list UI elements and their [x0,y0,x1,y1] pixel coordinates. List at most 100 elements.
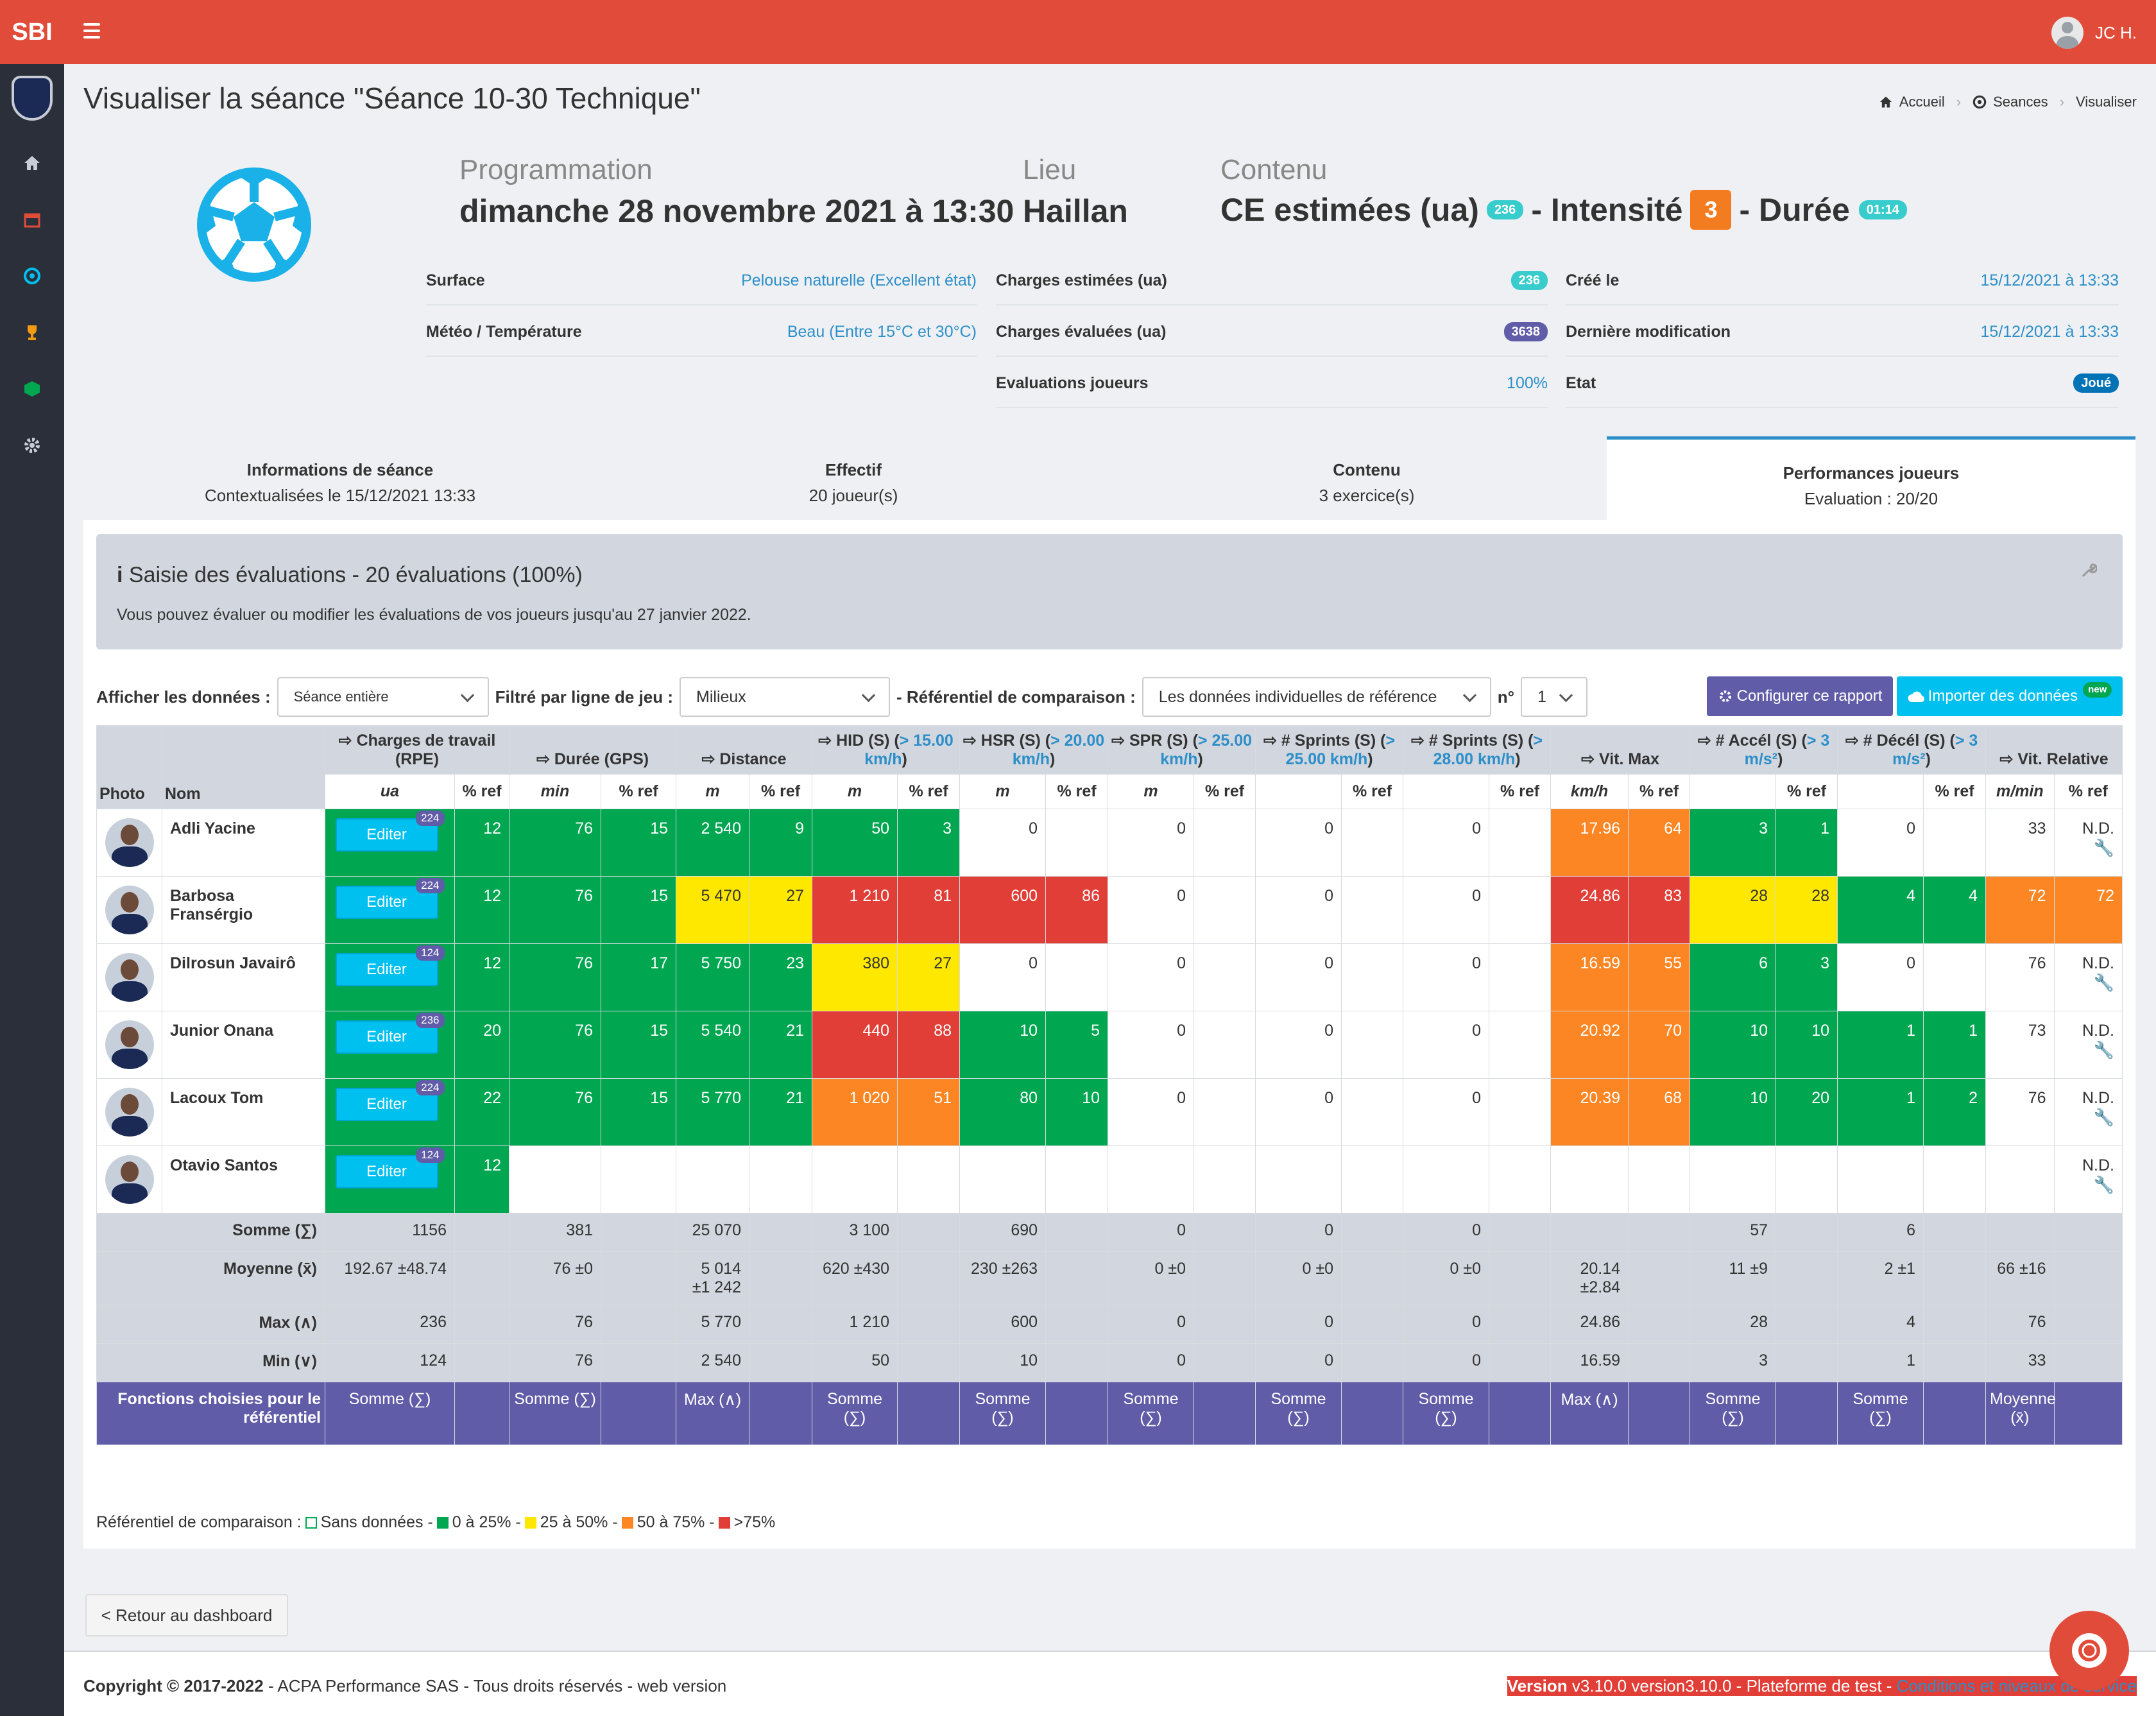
performances-panel: i Saisie des évaluations - 20 évaluation… [83,520,2135,1549]
sign-in-icon: ⇨ [701,750,720,768]
column-group-header[interactable]: ⇨ Distance [676,725,813,775]
user-menu[interactable]: JC H. [2051,17,2137,49]
info-alert: i Saisie des évaluations - 20 évaluation… [96,534,2123,649]
meteo-value[interactable]: Beau (Entre 15°C et 30°C) [787,322,977,341]
sign-in-icon: ⇨ [338,732,357,750]
wrench-icon[interactable]: 🔧 [2093,838,2114,857]
column-group-header[interactable]: ⇨ # Accél (S) (> 3 m/s²) [1690,725,1838,775]
function-select[interactable]: Max (∧) [676,1382,750,1445]
menu-toggle-icon[interactable] [83,23,100,40]
edit-label: Editer [366,1095,407,1113]
column-group-header[interactable]: ⇨ SPR (S) (> 25.00 km/h) [1108,725,1256,775]
function-select[interactable]: Somme (∑) [812,1382,898,1445]
function-select[interactable]: Moyenne (x̄) [1985,1382,2056,1445]
breadcrumb-separator: › [1956,94,1962,110]
function-select[interactable]: Somme (∑) [1690,1382,1777,1445]
data-cell: 600 [959,876,1047,944]
function-select[interactable]: Max (∧) [1550,1382,1629,1445]
stats-empty [601,1305,677,1344]
tab-effectif[interactable]: Effectif 20 joueur(s) [597,436,1110,520]
function-select[interactable]: Somme (∑) [1108,1382,1195,1445]
stats-value: 5 770 [676,1305,750,1344]
afficher-select[interactable]: Séance entière [277,677,489,717]
legend-text: 50 à 75% - [637,1513,715,1531]
wrench-icon[interactable]: 🔧 [2093,1040,2114,1060]
column-group-end: ) [1050,750,1056,768]
stats-empty [1489,1343,1552,1382]
stats-empty [1341,1343,1404,1382]
column-group-header[interactable]: ⇨ # Sprints (S) (> 25.00 km/h) [1255,725,1404,775]
edit-button[interactable]: Editer 224 [335,811,445,852]
edit-button[interactable]: Editer 224 [335,1080,445,1121]
function-select[interactable]: Somme (∑) [959,1382,1047,1445]
pct-ref-header: % ref [897,774,961,809]
wrench-icon[interactable] [2080,562,2097,579]
tab-performances[interactable]: Performances joueurs Evaluation : 20/20 [1607,436,2135,520]
tab-informations[interactable]: Informations de séance Contextualisées le… [83,436,597,520]
unit-header: m [959,774,1047,809]
sidebar-item-settings[interactable] [0,420,64,471]
app-logo[interactable]: SBI [0,0,64,64]
referentiel-select[interactable]: Les données individuelles de référence [1142,677,1491,717]
column-group-header[interactable]: ⇨ Charges de travail (RPE) [324,725,510,775]
help-button[interactable] [2049,1611,2129,1690]
edit-button[interactable]: Editer 236 [335,1013,445,1054]
tab-contenu[interactable]: Contenu 3 exercice(s) [1110,436,1623,520]
column-group-header[interactable]: ⇨ Vit. Max [1550,725,1691,775]
calendar-icon [24,213,40,228]
column-group-header[interactable]: ⇨ # Sprints (S) (> 28.00 km/h) [1403,725,1552,775]
data-cell: 10 [1690,1011,1777,1079]
sidebar-item-sessions[interactable] [0,250,64,302]
column-group-header[interactable]: ⇨ Durée (GPS) [509,725,677,775]
wrench-icon[interactable]: 🔧 [2093,1175,2114,1194]
function-select[interactable]: Somme (∑) [1255,1382,1342,1445]
edit-button[interactable]: Editer 224 [335,878,445,919]
column-group-header[interactable]: ⇨ Vit. Relative [1985,725,2123,775]
data-cell: 0 [1403,1011,1490,1079]
sidebar-item-exercises[interactable] [0,363,64,415]
pct-ref-header: % ref [1045,774,1109,809]
edit-button[interactable]: Editer 124 [335,1147,445,1188]
stats-empty [601,1343,677,1382]
surface-value[interactable]: Pelouse naturelle (Excellent état) [741,271,977,289]
function-select[interactable]: Somme (∑) [325,1382,455,1445]
table-row: Barbosa Fransérgio Editer 224 12 76 15 5 470 27… [96,876,2123,944]
player-name[interactable]: Junior Onana [162,1011,325,1079]
wrench-icon[interactable]: 🔧 [2093,1108,2114,1127]
name-header[interactable]: Nom [162,725,325,809]
player-name[interactable]: Barbosa Fransérgio [162,876,325,944]
stats-empty [1194,1305,1256,1344]
column-group-header[interactable]: ⇨ HID (S) (> 15.00 km/h) [812,725,961,775]
column-group-header[interactable]: ⇨ # Décél (S) (> 3 m/s²) [1837,725,1987,775]
breadcrumb-home[interactable]: Accueil [1899,94,1945,110]
import-data-button[interactable]: Importer des données new [1897,676,2123,716]
wrench-icon[interactable]: 🔧 [2093,973,2114,992]
state-label: Etat [1566,373,1596,392]
function-select[interactable]: Somme (∑) [509,1382,602,1445]
legend-swatch [621,1516,633,1529]
function-select[interactable]: Somme (∑) [1403,1382,1490,1445]
player-name[interactable]: Dilrosun Javairô [162,943,325,1011]
configure-label: Configurer ce rapport [1736,687,1883,705]
edit-button[interactable]: Editer 124 [335,945,445,986]
legend-swatch [436,1516,449,1529]
data-cell: 27 [897,943,961,1011]
sidebar-item-competitions[interactable] [0,307,64,358]
breadcrumb-sessions[interactable]: Seances [1993,94,2048,110]
sidebar-item-calendar[interactable] [0,194,64,245]
rpe-badge: 124 [416,1147,445,1163]
player-name[interactable]: Adli Yacine [162,809,325,877]
sidebar-item-home[interactable] [0,137,64,189]
ligne-select[interactable]: Milieux [680,677,891,717]
data-cell [1194,809,1256,877]
player-name[interactable]: Lacoux Tom [162,1078,325,1146]
column-group-header[interactable]: ⇨ HSR (S) (> 20.00 km/h) [959,725,1109,775]
data-cell: 28 [1690,876,1777,944]
back-to-dashboard-button[interactable]: < Retour au dashboard [85,1594,288,1636]
function-select[interactable]: Somme (∑) [1837,1382,1924,1445]
player-name[interactable]: Otavio Santos [162,1145,325,1214]
stats-value: 57 [1690,1213,1777,1252]
configure-report-button[interactable]: Configurer ce rapport [1707,676,1893,716]
stats-value: 620 ±430 [812,1251,898,1305]
numero-select[interactable]: 1 [1521,677,1588,717]
